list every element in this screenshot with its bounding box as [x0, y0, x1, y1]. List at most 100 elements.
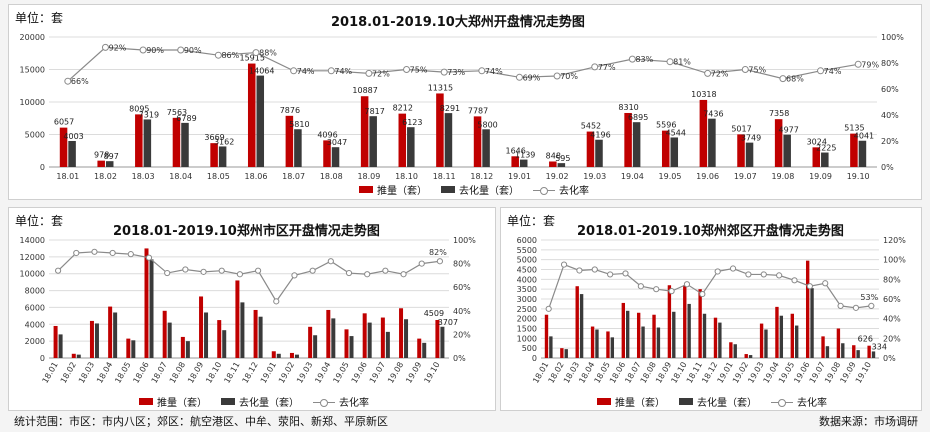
- bar-supply: [821, 336, 825, 358]
- bar-supply: [790, 313, 794, 358]
- rate-point: [73, 249, 80, 257]
- bar-absorbed: [718, 322, 722, 358]
- x-tick-label: 19.05: [659, 172, 682, 181]
- bar-absorbed: [294, 129, 302, 167]
- bar-supply: [560, 348, 564, 358]
- bar-supply: [473, 116, 482, 167]
- bar-absorbed: [68, 140, 76, 167]
- bar-absorbed: [687, 303, 691, 358]
- bar-supply: [89, 320, 94, 358]
- x-tick-label: 19.06: [350, 361, 369, 385]
- data-label-supply: 7563: [167, 108, 187, 117]
- x-tick-label: 18.01: [56, 172, 79, 181]
- unit-label: 单位：套: [507, 214, 556, 228]
- rate-point: [776, 272, 783, 279]
- x-tick-label: 19.05: [331, 361, 350, 385]
- chart-panel-suburb: 单位：套 2018.01-2019.10郑州郊区开盘情况走势图 0 500 1000…: [500, 207, 922, 411]
- data-label-rate: 68%: [786, 75, 804, 84]
- bar-absorbed: [185, 341, 190, 358]
- data-label-absorbed: 4003: [63, 132, 83, 141]
- x-tick-label: 19.06: [696, 172, 719, 181]
- x-tick-label: 18.08: [168, 361, 187, 385]
- data-label-supply: 5452: [581, 122, 601, 131]
- rate-point: [704, 69, 712, 77]
- bar-supply: [247, 63, 256, 167]
- rate-point: [145, 254, 153, 261]
- rate-point: [837, 302, 844, 309]
- rate-point: [214, 51, 222, 59]
- rate-point: [576, 267, 583, 274]
- data-label-rate: 72%: [372, 69, 390, 78]
- data-label-rate: 90%: [146, 46, 164, 55]
- x-tick-label: 19.08: [386, 361, 405, 385]
- rate-point: [91, 248, 98, 255]
- rate-point: [418, 260, 425, 267]
- y-tick-label: 2500: [517, 305, 537, 314]
- bar-supply: [162, 310, 167, 358]
- bar-supply: [380, 317, 385, 358]
- legend-swatch-absorbed: [221, 398, 235, 405]
- data-label-supply: 4096: [317, 130, 337, 139]
- data-label-supply: 7876: [280, 106, 300, 115]
- bar-supply: [108, 306, 113, 358]
- bar-absorbed: [149, 259, 154, 358]
- x-tick-label: 19.10: [422, 361, 441, 385]
- rate-point: [779, 75, 787, 83]
- bar-supply: [323, 140, 331, 167]
- rate-point: [364, 271, 371, 278]
- data-label-supply: 8095: [129, 104, 149, 113]
- chart-panel-urban: 单位：套 2018.01-2019.10郑州市区开盘情况走势图 0 2000 400…: [8, 207, 496, 411]
- bar-absorbed: [632, 122, 641, 167]
- bar-supply: [436, 93, 444, 167]
- bar-absorbed: [841, 343, 845, 358]
- bar-absorbed: [656, 327, 661, 358]
- rate-point: [591, 266, 598, 273]
- bar-supply: [549, 161, 557, 167]
- data-label-absorbed: 7436: [703, 110, 723, 119]
- bar-absorbed: [764, 329, 768, 358]
- x-tick-label: 19.10: [854, 361, 873, 385]
- chart-plot-urban: 0 2000 4000 6000 8000 10000 12000 14000 0% 20% 40%…: [20, 236, 477, 385]
- data-label-rate: 74%: [334, 67, 352, 76]
- x-tick-label: 19.02: [277, 361, 296, 385]
- bar-supply: [97, 160, 105, 167]
- bar-absorbed: [858, 140, 867, 167]
- x-tick-label: 19.07: [368, 361, 387, 385]
- x-tick-label: 19.02: [546, 172, 569, 181]
- data-label-rate: 72%: [711, 69, 729, 78]
- bar-absorbed: [76, 354, 81, 358]
- bar-supply: [729, 342, 733, 358]
- bar-supply: [53, 325, 58, 358]
- data-label-absorbed: 1139: [515, 151, 535, 160]
- data-label-absorbed: 595: [555, 154, 570, 163]
- data-label-supply: 5596: [656, 121, 676, 130]
- x-tick-label: 18.05: [113, 361, 132, 385]
- bar-absorbed: [579, 294, 584, 358]
- data-label-absorbed: 14064: [249, 67, 274, 76]
- bar-supply: [362, 313, 367, 358]
- data-label-supply: 3669: [204, 133, 224, 142]
- rate-point: [760, 271, 767, 278]
- bar-supply: [590, 326, 595, 358]
- bar-absorbed: [482, 129, 490, 167]
- data-label-rate: 83%: [635, 55, 653, 64]
- bar-supply: [172, 117, 181, 167]
- rate-point: [182, 266, 189, 273]
- bar-supply: [511, 156, 519, 167]
- bar-absorbed: [702, 313, 707, 358]
- data-label-supply: 10318: [691, 90, 716, 99]
- unit-label: 单位：套: [15, 214, 64, 228]
- bar-supply: [308, 326, 313, 358]
- legend-label-rate: 去化率: [339, 398, 369, 409]
- data-label-absorbed: 3749: [741, 134, 761, 143]
- bar-absorbed: [626, 310, 630, 358]
- data-label-rate: 75%: [410, 66, 428, 75]
- y2-tick-label: 100%: [883, 256, 906, 265]
- data-label-supply: 1646: [506, 146, 526, 155]
- bar-absorbed: [557, 163, 566, 167]
- rate-point: [607, 271, 614, 278]
- y-tick-label: 6000: [517, 236, 537, 245]
- y-tick-label: 6000: [25, 303, 45, 312]
- x-tick-label: 18.11: [433, 172, 456, 181]
- bar-absorbed: [313, 335, 318, 358]
